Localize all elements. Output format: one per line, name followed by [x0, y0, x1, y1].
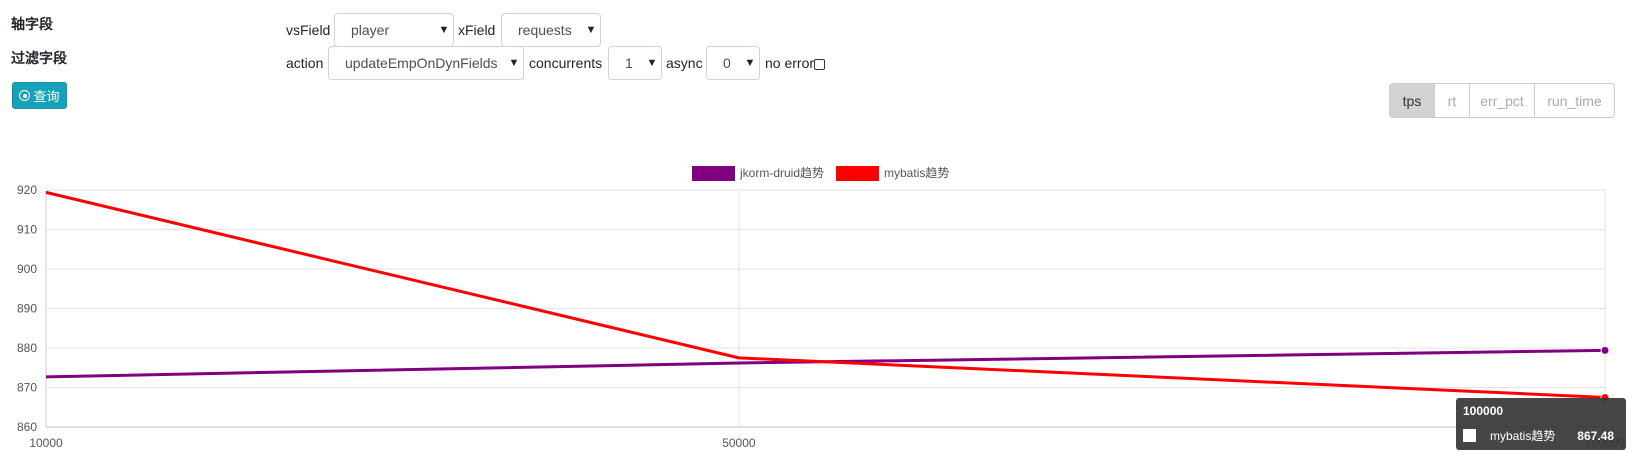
- tooltip-swatch: [1463, 429, 1476, 442]
- tooltip-series-name: mybatis趋势: [1490, 429, 1555, 443]
- y-tick-label: 910: [17, 223, 37, 237]
- series-line: [46, 192, 1605, 397]
- legend-swatch: [836, 166, 879, 181]
- tooltip-title: 100000: [1463, 404, 1503, 418]
- y-tick-label: 860: [17, 420, 37, 434]
- series-line: [46, 350, 1605, 376]
- legend-label: jkorm-druid趋势: [739, 166, 824, 180]
- chart-grid: [46, 190, 1605, 427]
- y-tick-label: 880: [17, 341, 37, 355]
- legend-label: mybatis趋势: [884, 166, 949, 180]
- chart-legend: jkorm-druid趋势 mybatis趋势: [692, 166, 949, 181]
- x-tick-label: 10000: [29, 436, 63, 450]
- y-tick-label: 870: [17, 381, 37, 395]
- y-tick-label: 920: [17, 183, 37, 197]
- y-tick-label: 900: [17, 262, 37, 276]
- x-tick-label: 50000: [722, 436, 756, 450]
- y-tick-label: 890: [17, 302, 37, 316]
- legend-swatch: [692, 166, 735, 181]
- chart-tooltip: 100000 mybatis趋势 867.48: [1456, 398, 1626, 450]
- chart-axes: 860 870 880 890 900 910 920 10000 50000 100000: [17, 183, 1625, 450]
- chart-series: [46, 192, 1609, 401]
- series-end-point: [1601, 346, 1609, 354]
- tooltip-value: 867.48: [1577, 429, 1614, 443]
